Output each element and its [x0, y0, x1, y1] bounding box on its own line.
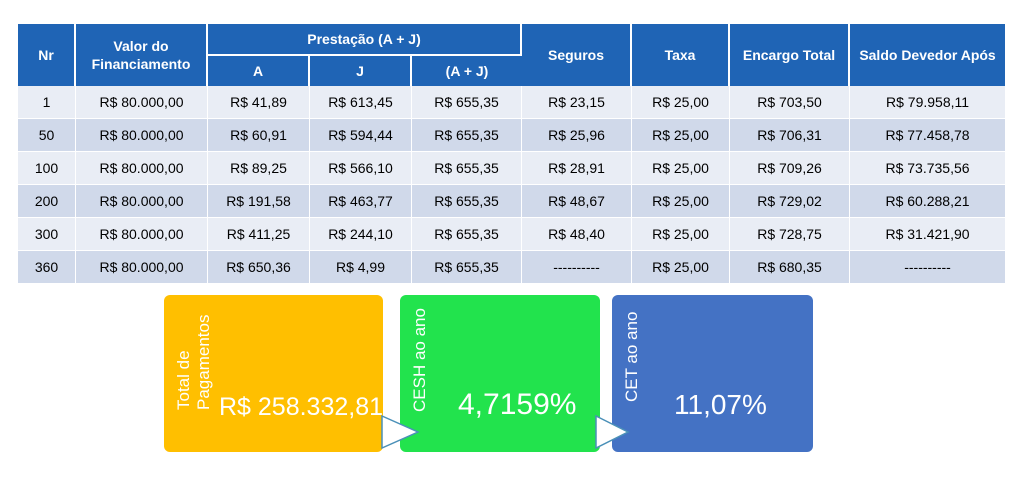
cell-aj: R$ 655,35 — [412, 185, 523, 218]
cet-value: 11,07% — [674, 389, 767, 420]
cell-aj: R$ 655,35 — [412, 86, 523, 119]
cell-valor: R$ 80.000,00 — [76, 119, 208, 152]
cell-seguros: R$ 25,96 — [522, 119, 633, 152]
cell-encargo: R$ 703,50 — [730, 86, 851, 119]
triangle-right-icon — [381, 414, 420, 450]
cell-a: R$ 411,25 — [208, 218, 310, 251]
header-nr: Nr — [18, 24, 76, 86]
cet-card: CET ao ano 11,07% — [612, 295, 813, 452]
cell-aj: R$ 655,35 — [412, 218, 523, 251]
cell-nr: 300 — [18, 218, 76, 251]
cell-a: R$ 41,89 — [208, 86, 310, 119]
cet-label: CET ao ano — [622, 311, 641, 402]
cell-seguros: R$ 48,40 — [522, 218, 633, 251]
header-saldo: Saldo Devedor Após — [850, 24, 1006, 86]
header-encargo: Encargo Total — [730, 24, 851, 86]
total-pagamentos-card: Total de Pagamentos R$ 258.332,81 — [164, 295, 383, 452]
total-pagamentos-value: R$ 258.332,81 — [219, 393, 384, 421]
cell-valor: R$ 80.000,00 — [76, 218, 208, 251]
cell-taxa: R$ 25,00 — [632, 218, 731, 251]
cell-valor: R$ 80.000,00 — [76, 152, 208, 185]
cell-saldo: ---------- — [850, 251, 1006, 284]
cell-encargo: R$ 680,35 — [730, 251, 851, 284]
header-taxa: Taxa — [632, 24, 731, 86]
cell-j: R$ 244,10 — [310, 218, 412, 251]
cell-seguros: R$ 48,67 — [522, 185, 633, 218]
table-row: 1 R$ 80.000,00 R$ 41,89 R$ 613,45 R$ 655,35 R… — [18, 86, 1006, 119]
cesh-card: CESH ao ano 4,7159% — [400, 295, 600, 452]
table-row: 300 R$ 80.000,00 R$ 411,25 R$ 244,10 R$ 655,… — [18, 218, 1006, 251]
table-row: 50 R$ 80.000,00 R$ 60,91 R$ 594,44 R$ 655,35… — [18, 119, 1006, 152]
cell-seguros: R$ 28,91 — [522, 152, 633, 185]
cell-saldo: R$ 79.958,11 — [850, 86, 1006, 119]
cell-saldo: R$ 73.735,56 — [850, 152, 1006, 185]
header-prestacao: Prestação (A + J) — [208, 24, 523, 56]
cell-seguros: R$ 23,15 — [522, 86, 633, 119]
cell-a: R$ 650,36 — [208, 251, 310, 284]
cell-nr: 360 — [18, 251, 76, 284]
cell-encargo: R$ 729,02 — [730, 185, 851, 218]
cell-valor: R$ 80.000,00 — [76, 251, 208, 284]
total-pagamentos-label: Total de Pagamentos — [174, 314, 213, 410]
header-valor: Valor do Financiamento — [76, 24, 208, 86]
cell-valor: R$ 80.000,00 — [76, 185, 208, 218]
cell-nr: 100 — [18, 152, 76, 185]
table-body: 1 R$ 80.000,00 R$ 41,89 R$ 613,45 R$ 655,35 R… — [18, 86, 1006, 284]
cell-nr: 200 — [18, 185, 76, 218]
cell-taxa: R$ 25,00 — [632, 251, 731, 284]
cell-saldo: R$ 31.421,90 — [850, 218, 1006, 251]
cesh-label: CESH ao ano — [410, 308, 429, 412]
cell-aj: R$ 655,35 — [412, 119, 523, 152]
cesh-value: 4,7159% — [458, 388, 577, 421]
cell-j: R$ 463,77 — [310, 185, 412, 218]
cell-a: R$ 60,91 — [208, 119, 310, 152]
cell-j: R$ 4,99 — [310, 251, 412, 284]
table-row: 200 R$ 80.000,00 R$ 191,58 R$ 463,77 R$ 655,… — [18, 185, 1006, 218]
amortization-table: Nr Valor do Financiamento Prestação (A +… — [18, 24, 1006, 284]
cell-encargo: R$ 709,26 — [730, 152, 851, 185]
cell-taxa: R$ 25,00 — [632, 86, 731, 119]
cell-taxa: R$ 25,00 — [632, 185, 731, 218]
cell-saldo: R$ 77.458,78 — [850, 119, 1006, 152]
cell-j: R$ 613,45 — [310, 86, 412, 119]
cell-saldo: R$ 60.288,21 — [850, 185, 1006, 218]
header-aj: (A + J) — [412, 56, 523, 86]
table-row: 360 R$ 80.000,00 R$ 650,36 R$ 4,99 R$ 655,35… — [18, 251, 1006, 284]
cell-seguros: ---------- — [522, 251, 633, 284]
cell-taxa: R$ 25,00 — [632, 152, 731, 185]
table-row: 100 R$ 80.000,00 R$ 89,25 R$ 566,10 R$ 655,3… — [18, 152, 1006, 185]
header-seguros: Seguros — [522, 24, 633, 86]
cell-a: R$ 191,58 — [208, 185, 310, 218]
cell-aj: R$ 655,35 — [412, 251, 523, 284]
triangle-right-icon — [595, 414, 630, 450]
cell-nr: 50 — [18, 119, 76, 152]
header-a: A — [208, 56, 310, 86]
cell-taxa: R$ 25,00 — [632, 119, 731, 152]
cell-j: R$ 566,10 — [310, 152, 412, 185]
cell-aj: R$ 655,35 — [412, 152, 523, 185]
cell-encargo: R$ 728,75 — [730, 218, 851, 251]
cell-nr: 1 — [18, 86, 76, 119]
cell-encargo: R$ 706,31 — [730, 119, 851, 152]
cell-j: R$ 594,44 — [310, 119, 412, 152]
header-j: J — [310, 56, 412, 86]
cell-a: R$ 89,25 — [208, 152, 310, 185]
cell-valor: R$ 80.000,00 — [76, 86, 208, 119]
